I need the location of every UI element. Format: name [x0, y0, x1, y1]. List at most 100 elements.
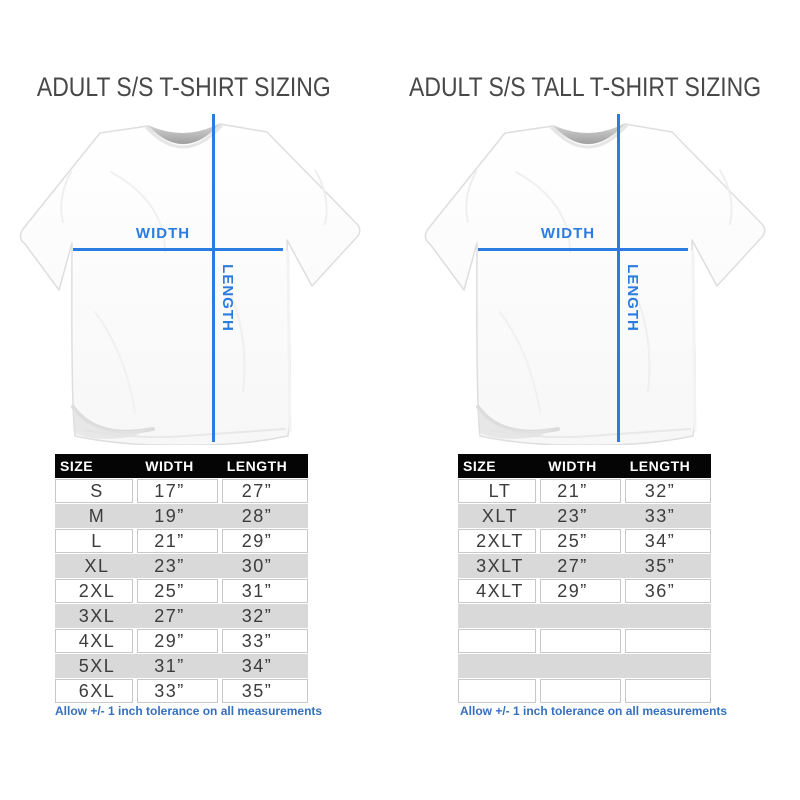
table-row: XLT 23” 33”: [458, 504, 711, 528]
cell-width: 21”: [540, 479, 621, 503]
cell-length: 35”: [644, 556, 676, 576]
cell-width: [540, 654, 621, 678]
header-cell-width: WIDTH: [548, 458, 597, 474]
table-body: LT 21” 32” XLT 23” 33” 2XLT 25” 34” 3XLT…: [458, 479, 711, 703]
table-row: 4XL 29” 33”: [55, 629, 308, 653]
cell-length: 35”: [222, 679, 308, 703]
cell-length: 30”: [241, 556, 273, 576]
header-cell-width: WIDTH: [145, 458, 194, 474]
cell-length: 31”: [222, 579, 308, 603]
tshirt-diagram-tall: WIDTH LENGTH: [420, 112, 780, 445]
tshirt-illustration: [15, 112, 375, 445]
header-cell-size: SIZE: [463, 458, 497, 474]
cell-size: [458, 654, 536, 678]
cell-width: 23”: [557, 506, 588, 526]
table-row: [458, 629, 711, 653]
cell-size: L: [55, 529, 133, 553]
cell-size: S: [55, 479, 133, 503]
size-table-regular: SIZE WIDTH LENGTH S 17” 27” M 19” 28” L …: [55, 454, 308, 703]
cell-size: 6XL: [55, 679, 133, 703]
table-row: XL 23” 30”: [55, 554, 308, 578]
table-row: 6XL 33” 35”: [55, 679, 308, 703]
header-cell-length: LENGTH: [629, 458, 691, 474]
table-row: L 21” 29”: [55, 529, 308, 553]
cell-length: 34”: [241, 656, 273, 676]
cell-width: 33”: [137, 679, 218, 703]
cell-length: 33”: [222, 629, 308, 653]
cell-size: [458, 629, 536, 653]
length-label: LENGTH: [219, 264, 236, 332]
cell-length: 36”: [625, 579, 711, 603]
title-text: ADULT S/S TALL T-SHIRT SIZING: [408, 72, 762, 102]
cell-size: 4XLT: [458, 579, 536, 603]
cell-size: [458, 604, 536, 628]
cell-size: XL: [84, 556, 110, 576]
cell-size: M: [88, 506, 106, 526]
table-row: [458, 604, 711, 628]
cell-size: 2XL: [55, 579, 133, 603]
cell-length: 32”: [625, 479, 711, 503]
table-row: S 17” 27”: [55, 479, 308, 503]
cell-width: [540, 679, 621, 703]
cell-width: 21”: [137, 529, 218, 553]
cell-width: 25”: [540, 529, 621, 553]
table-row: 3XLT 27” 35”: [458, 554, 711, 578]
table-row: 3XL 27” 32”: [55, 604, 308, 628]
cell-width: 27”: [557, 556, 588, 576]
cell-size: [458, 679, 536, 703]
cell-width: 25”: [137, 579, 218, 603]
cell-size: 3XLT: [476, 556, 524, 576]
tshirt-diagram-regular: WIDTH LENGTH: [15, 112, 375, 445]
length-measure-line: [617, 114, 620, 442]
cell-width: [540, 604, 621, 628]
width-measure-line: [478, 248, 688, 251]
cell-length: 27”: [222, 479, 308, 503]
cell-length: [625, 679, 711, 703]
table-row: M 19” 28”: [55, 504, 308, 528]
cell-width: 31”: [154, 656, 185, 676]
width-label: WIDTH: [135, 225, 191, 242]
table-row: 2XLT 25” 34”: [458, 529, 711, 553]
tolerance-note: Allow +/- 1 inch tolerance on all measur…: [55, 704, 323, 718]
cell-length: 33”: [644, 506, 676, 526]
table-header: SIZE WIDTH LENGTH: [55, 454, 308, 478]
cell-size: 5XL: [78, 656, 116, 676]
cell-length: 34”: [625, 529, 711, 553]
cell-width: 29”: [540, 579, 621, 603]
cell-size: 3XL: [78, 606, 116, 626]
table-row: 4XLT 29” 36”: [458, 579, 711, 603]
table-row: [458, 654, 711, 678]
tshirt-illustration: [420, 112, 780, 445]
cell-length: [625, 604, 711, 628]
title-adult-ss-sizing: ADULT S/S T-SHIRT SIZING: [2, 72, 366, 102]
cell-length: 29”: [222, 529, 308, 553]
table-row: 2XL 25” 31”: [55, 579, 308, 603]
size-table-tall: SIZE WIDTH LENGTH LT 21” 32” XLT 23” 33”…: [458, 454, 711, 703]
cell-width: 19”: [154, 506, 185, 526]
table-body: S 17” 27” M 19” 28” L 21” 29” XL 23” 30”: [55, 479, 308, 703]
table-row: 5XL 31” 34”: [55, 654, 308, 678]
cell-width: 29”: [137, 629, 218, 653]
cell-size: 2XLT: [458, 529, 536, 553]
header-cell-length: LENGTH: [226, 458, 288, 474]
cell-size: XLT: [481, 506, 519, 526]
cell-length: 28”: [241, 506, 273, 526]
cell-size: 4XL: [55, 629, 133, 653]
length-measure-line: [212, 114, 215, 442]
cell-length: [625, 629, 711, 653]
cell-width: [540, 629, 621, 653]
title-text: ADULT S/S T-SHIRT SIZING: [37, 72, 331, 102]
width-label: WIDTH: [540, 225, 596, 242]
cell-width: 17”: [137, 479, 218, 503]
length-label: LENGTH: [624, 264, 641, 332]
header-cell-size: SIZE: [60, 458, 94, 474]
table-row: LT 21” 32”: [458, 479, 711, 503]
cell-width: 23”: [154, 556, 185, 576]
cell-width: 27”: [154, 606, 185, 626]
cell-size: LT: [458, 479, 536, 503]
width-measure-line: [73, 248, 283, 251]
table-header: SIZE WIDTH LENGTH: [458, 454, 711, 478]
cell-length: 32”: [241, 606, 273, 626]
tolerance-note: Allow +/- 1 inch tolerance on all measur…: [460, 704, 728, 718]
cell-length: [625, 654, 711, 678]
